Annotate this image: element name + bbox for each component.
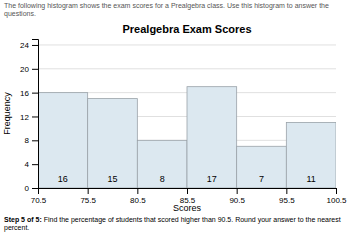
plot: 161581771170.575.580.585.590.595.5100.50…	[20, 39, 347, 204]
tick-mark	[187, 188, 188, 194]
tick-mark	[32, 116, 38, 117]
tick-mark	[32, 92, 38, 93]
subtitle: The following histogram shows the exam s…	[0, 0, 350, 21]
bar	[137, 140, 187, 188]
tick-label: 80.5	[130, 195, 146, 204]
grid	[38, 45, 336, 188]
tick: 8	[25, 136, 38, 145]
tick-label: 16	[20, 88, 29, 97]
data-label: 16	[58, 174, 68, 184]
tick-mark	[32, 164, 38, 165]
tick-label: 20	[20, 65, 29, 74]
data-labels: 16 15 8 17 7 11	[58, 174, 316, 184]
tick-label: 4	[25, 160, 30, 169]
tick: 12	[20, 112, 38, 121]
chart: 161581771170.575.580.585.590.595.5100.50…	[0, 21, 350, 214]
axis-line	[32, 39, 39, 188]
tick-mark	[32, 69, 38, 70]
bar	[237, 146, 287, 188]
tick: 20	[20, 65, 38, 74]
tick-mark	[32, 140, 38, 141]
grid-line	[38, 44, 336, 45]
tick-mark	[237, 188, 238, 194]
bar	[286, 122, 336, 188]
tick-label: 12	[20, 112, 29, 121]
data-label: 15	[107, 174, 117, 184]
tick-mark	[32, 45, 38, 46]
tick-mark	[32, 188, 38, 189]
bar	[187, 86, 237, 187]
tick-label: 70.5	[31, 195, 47, 204]
data-label: 7	[259, 174, 264, 184]
tick: 4	[25, 160, 38, 169]
tick-label: 95.5	[279, 195, 295, 204]
tick-label: 75.5	[80, 195, 96, 204]
annotation-bold: Step 5 of 5:	[4, 216, 42, 223]
title: Prealgebra Exam Scores	[122, 23, 251, 35]
data-label: 8	[160, 174, 165, 184]
tick-label: 24	[20, 41, 29, 50]
y-axis: 0 4 8 12 16 20 24	[20, 39, 38, 193]
tick: 95.5	[279, 188, 295, 205]
bar	[38, 92, 88, 187]
tick-mark	[286, 188, 287, 194]
bars	[38, 86, 336, 187]
y-axis-title: Frequency	[2, 92, 12, 135]
data-label: 11	[306, 174, 315, 184]
tick-mark	[88, 188, 89, 194]
data-label: 17	[207, 174, 217, 184]
tick: 70.5	[31, 188, 47, 205]
tick-label: 90.5	[229, 195, 245, 204]
grid-line	[38, 68, 336, 69]
tick: 0	[25, 184, 38, 193]
tick: 24	[20, 41, 38, 50]
x-axis-title: Scores	[173, 203, 202, 213]
annotation: Step 5 of 5: Find the percentage of stud…	[0, 214, 350, 235]
tick: 16	[20, 88, 38, 97]
tick: 75.5	[80, 188, 96, 205]
annotation-text: Find the percentage of students that sco…	[4, 216, 341, 231]
tick-label: 0	[25, 184, 30, 193]
tick-mark	[137, 188, 138, 194]
tick-label: 8	[25, 136, 30, 145]
tick: 80.5	[130, 188, 146, 205]
tick-mark	[336, 188, 337, 194]
tick: 90.5	[229, 188, 245, 205]
tick-label: 100.5	[326, 195, 347, 204]
bar	[88, 98, 138, 187]
tick: 100.5	[326, 188, 347, 205]
axis-line	[39, 188, 337, 194]
